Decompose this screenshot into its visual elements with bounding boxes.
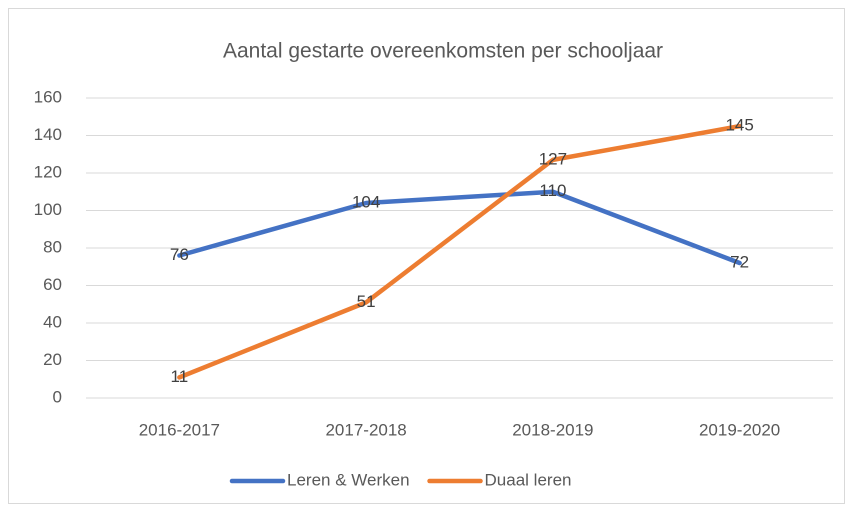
y-tick-label: 100 <box>34 200 62 219</box>
legend-label: Duaal leren <box>485 470 572 489</box>
data-label: 110 <box>539 181 566 200</box>
legend-label: Leren & Werken <box>287 470 410 489</box>
series-line <box>177 189 742 266</box>
data-label: 11 <box>171 367 189 386</box>
y-tick-label: 60 <box>43 275 62 294</box>
y-tick-label: 140 <box>34 125 62 144</box>
y-tick-label: 40 <box>43 312 62 331</box>
x-tick-label: 2018-2019 <box>512 420 593 439</box>
y-tick-label: 80 <box>43 237 62 256</box>
y-tick-label: 120 <box>34 162 62 181</box>
y-tick-label: 0 <box>53 387 62 406</box>
chart-title: Aantal gestarte overeenkomsten per schoo… <box>223 40 663 63</box>
data-label: 104 <box>352 192 380 211</box>
data-label: 72 <box>730 252 749 271</box>
series-line <box>177 123 742 380</box>
x-tick-label: 2017-2018 <box>325 420 406 439</box>
data-label: 127 <box>539 149 567 168</box>
data-label: 145 <box>725 116 753 135</box>
y-tick-label: 20 <box>43 350 62 369</box>
data-label: 76 <box>170 245 189 264</box>
y-tick-label: 160 <box>34 87 62 106</box>
data-label: 51 <box>357 292 376 311</box>
x-tick-label: 2019-2020 <box>699 420 780 439</box>
x-tick-label: 2016-2017 <box>139 420 220 439</box>
